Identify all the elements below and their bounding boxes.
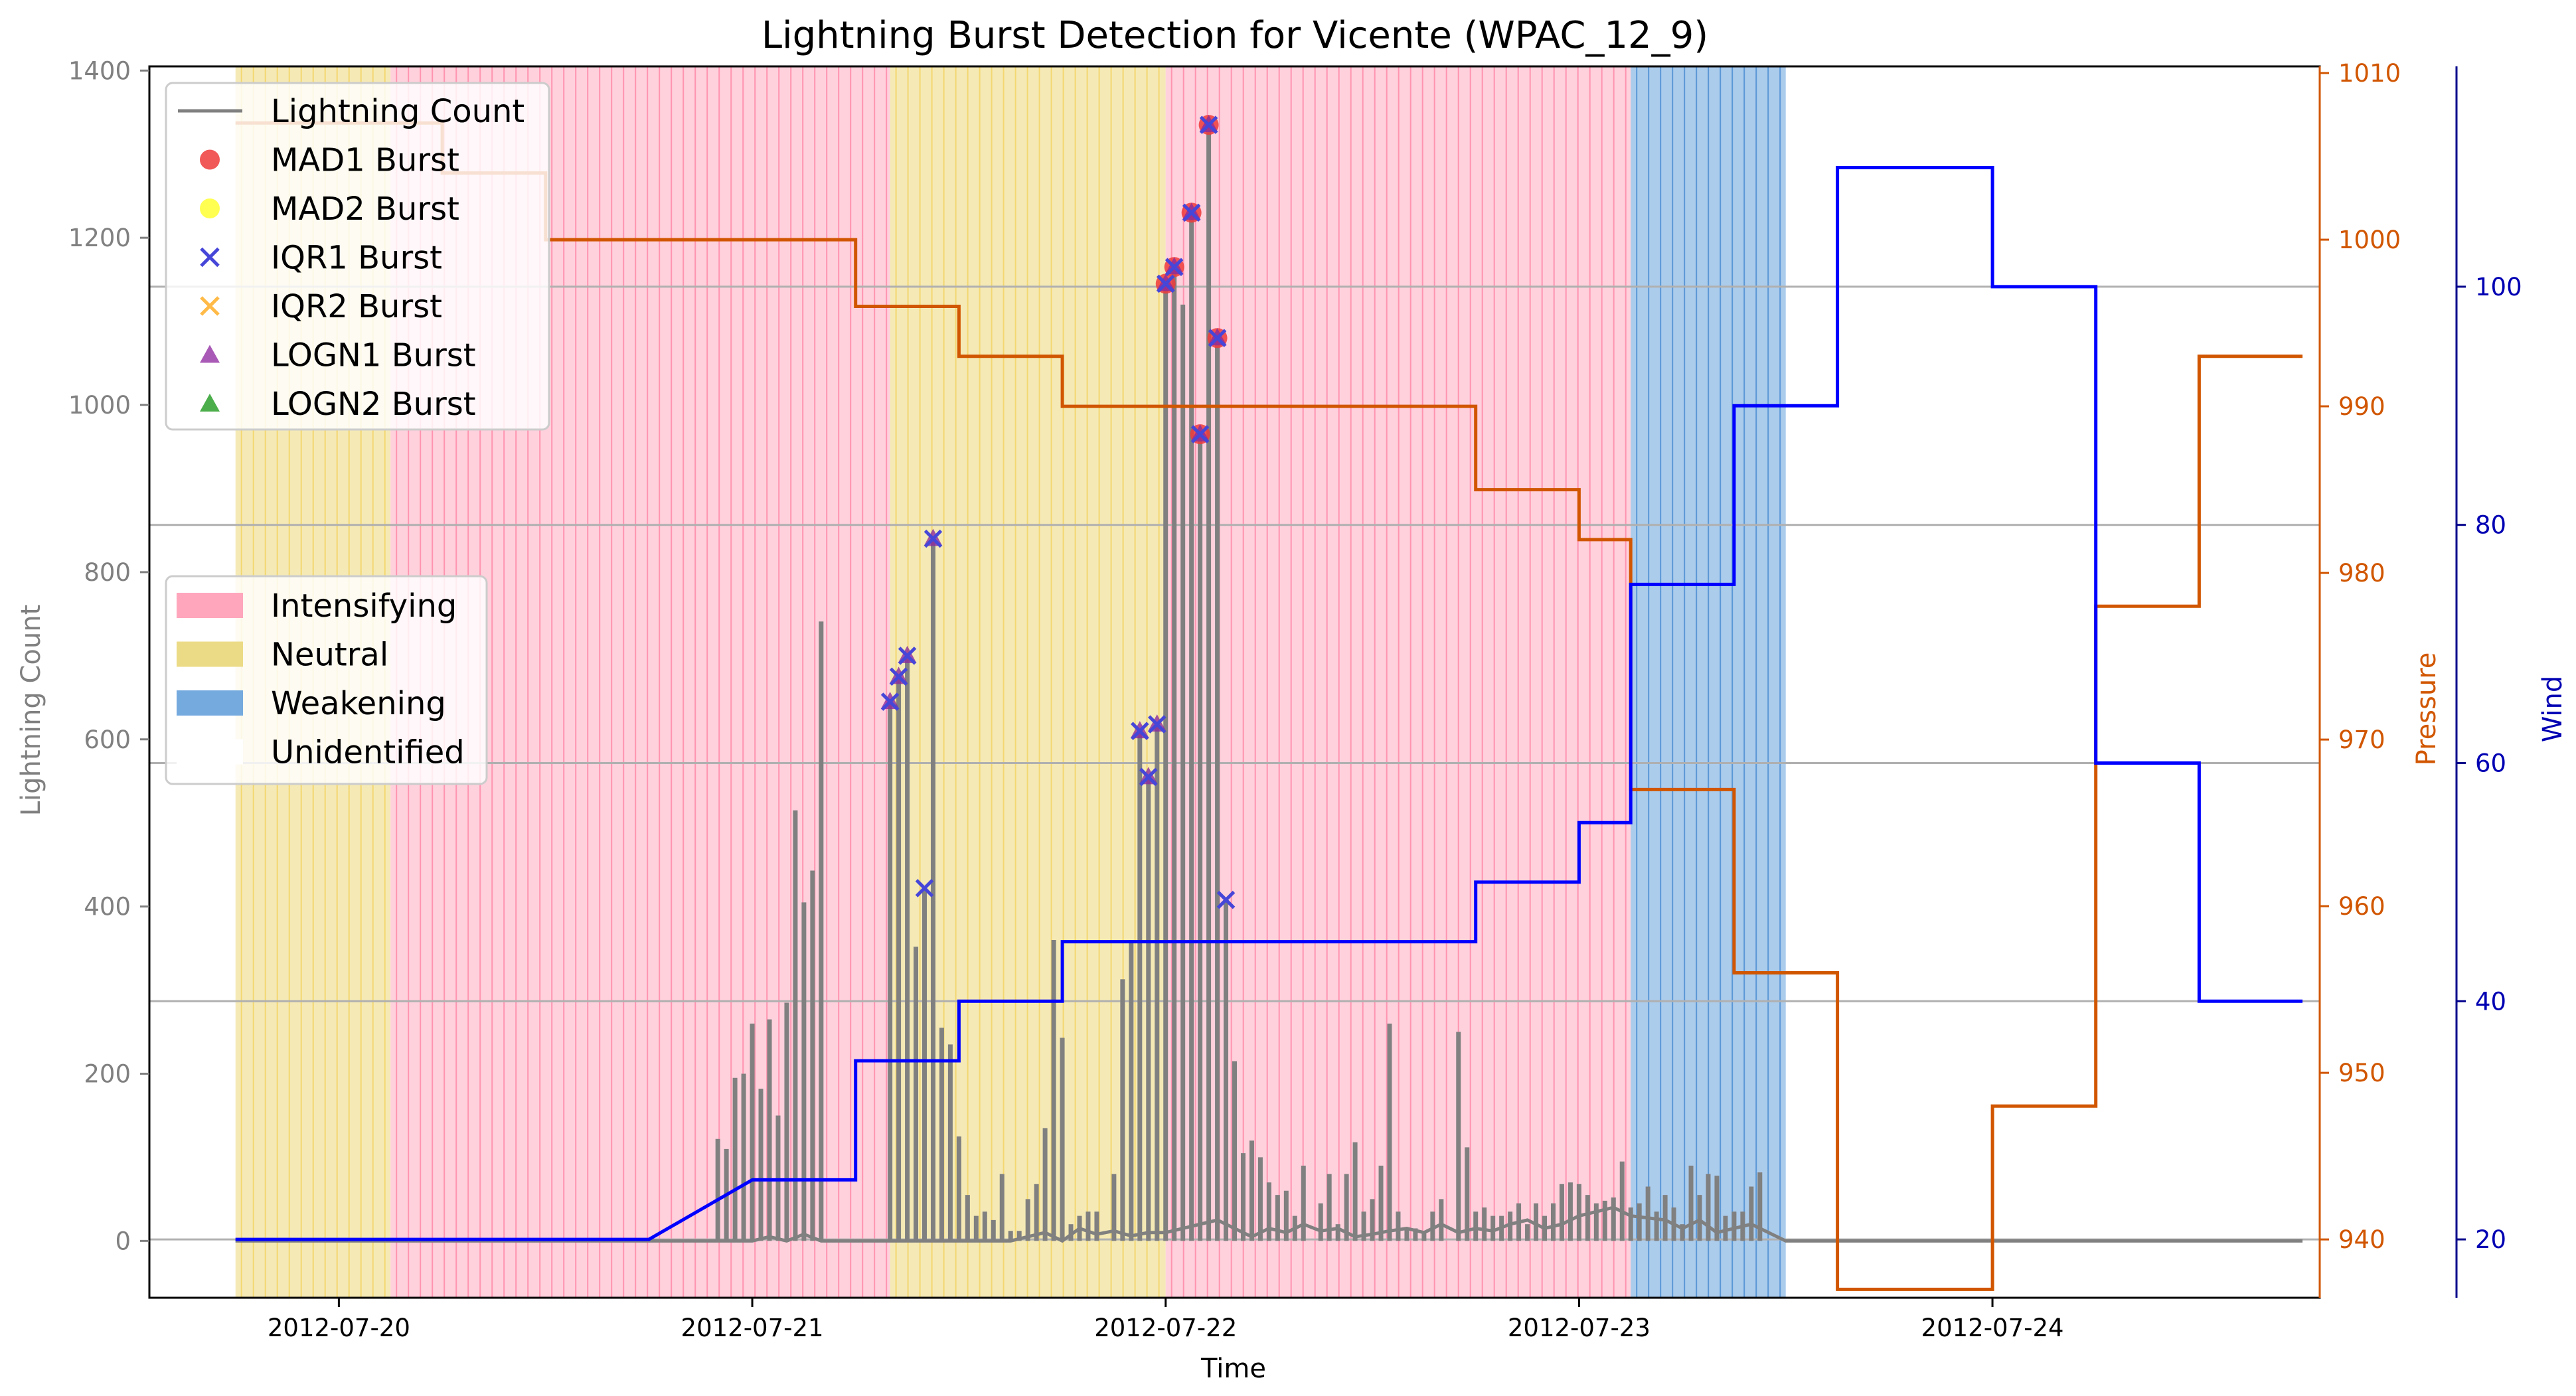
iqr1-burst-marker bbox=[924, 529, 943, 548]
iqr1-burst-marker bbox=[1208, 329, 1227, 348]
iqr1-burst-marker bbox=[1139, 767, 1158, 787]
legend-top-label: Lightning Count bbox=[271, 93, 524, 130]
wind-line bbox=[235, 166, 2303, 1241]
left-tick-label: 200 bbox=[84, 1059, 131, 1088]
legend-x-swatch bbox=[200, 296, 220, 316]
legend-triangle-swatch bbox=[200, 345, 220, 363]
left-tick-label: 800 bbox=[84, 558, 131, 587]
band-hatch-weakening bbox=[1636, 66, 1781, 1298]
legend-top-label: MAD2 Burst bbox=[271, 191, 459, 228]
legend-bands: Intensifying Neutral Weakening Unidentified bbox=[165, 575, 488, 785]
legend-band-swatch bbox=[177, 593, 243, 618]
pressure-tick-label: 1010 bbox=[2338, 59, 2401, 88]
x-tick-label: 2012-07-21 bbox=[681, 1314, 824, 1342]
iqr1-burst-marker bbox=[1147, 715, 1167, 734]
y-axis-label-wind: Wind bbox=[2537, 676, 2568, 743]
pressure-tick-label: 990 bbox=[2338, 392, 2385, 421]
iqr1-burst-marker bbox=[915, 879, 934, 897]
burst-markers bbox=[880, 115, 1236, 909]
wind-series bbox=[235, 166, 2303, 1241]
legend-band-swatch bbox=[177, 641, 243, 667]
iqr1-burst-marker bbox=[1156, 274, 1175, 293]
legend-top-frame bbox=[165, 82, 550, 431]
pressure-tick-label: 960 bbox=[2338, 892, 2385, 921]
iqr1-burst-marker bbox=[1165, 258, 1184, 277]
x-tick-label: 2012-07-24 bbox=[1921, 1314, 2064, 1342]
iqr1-burst-marker bbox=[889, 667, 908, 686]
y-axis-label-pressure: Pressure bbox=[2411, 653, 2442, 766]
iqr1-burst-marker bbox=[880, 692, 900, 711]
left-tick-label: 400 bbox=[84, 893, 131, 921]
lightning-series bbox=[235, 125, 2303, 1243]
left-tick-label: 1400 bbox=[68, 56, 131, 85]
iqr1-burst-marker bbox=[1190, 425, 1210, 443]
iqr1-burst-marker bbox=[1182, 203, 1201, 222]
axes bbox=[140, 65, 2466, 1307]
pressure-tick-label: 980 bbox=[2338, 559, 2385, 587]
chart-title: Lightning Burst Detection for Vicente (W… bbox=[762, 14, 1708, 57]
wind-tick-label: 20 bbox=[2475, 1225, 2506, 1254]
iqr1-burst-marker bbox=[1216, 890, 1236, 909]
x-tick-label: 2012-07-20 bbox=[268, 1314, 410, 1342]
legend-band-swatch bbox=[177, 690, 243, 716]
pressure-tick-label: 1000 bbox=[2338, 226, 2401, 254]
iqr1-burst-marker bbox=[1199, 116, 1218, 134]
legend-bands-frame bbox=[165, 575, 488, 785]
legend-circle-swatch bbox=[200, 149, 220, 170]
wind-tick-label: 40 bbox=[2475, 987, 2506, 1016]
pressure-line bbox=[235, 121, 2303, 1291]
legend-top-label: IQR2 Burst bbox=[271, 288, 442, 325]
plot-backgrounds bbox=[235, 66, 1786, 1298]
x-axis-label: Time bbox=[1200, 1354, 1266, 1384]
iqr1-burst-marker bbox=[898, 647, 917, 665]
legend-x-swatch bbox=[200, 247, 220, 268]
wind-tick-label: 100 bbox=[2475, 273, 2522, 301]
legend-band-swatch bbox=[177, 739, 243, 765]
x-tick-label: 2012-07-23 bbox=[1508, 1314, 1650, 1342]
legend-band-label: Unidentified bbox=[271, 734, 465, 771]
iqr1-burst-marker bbox=[1131, 722, 1149, 740]
pressure-tick-label: 950 bbox=[2338, 1059, 2385, 1087]
legend-top-label: IQR1 Burst bbox=[271, 240, 442, 277]
pressure-tick-label: 970 bbox=[2338, 726, 2385, 754]
legend-band-label: Intensifying bbox=[271, 587, 457, 625]
legend-top: Lightning Count MAD1 Burst MAD2 Burst IQR1 … bbox=[165, 82, 550, 431]
legend-top-label: LOGN2 Burst bbox=[271, 386, 476, 423]
y-axis-label-left: Lightning Count bbox=[16, 605, 46, 816]
legend-band-label: Weakening bbox=[271, 685, 446, 722]
wind-tick-label: 80 bbox=[2475, 511, 2506, 540]
left-tick-label: 600 bbox=[84, 726, 131, 754]
legend-top-label: MAD1 Burst bbox=[271, 142, 459, 179]
x-tick-label: 2012-07-22 bbox=[1094, 1314, 1237, 1342]
legend-top-label: LOGN1 Burst bbox=[271, 337, 476, 374]
left-tick-label: 1200 bbox=[68, 224, 131, 252]
pressure-series bbox=[235, 121, 2303, 1291]
left-tick-label: 1000 bbox=[68, 391, 131, 420]
left-tick-label: 0 bbox=[115, 1227, 131, 1255]
legend-circle-swatch bbox=[200, 198, 220, 218]
legend-triangle-swatch bbox=[200, 394, 220, 412]
wind-tick-label: 60 bbox=[2475, 749, 2506, 777]
legend-band-label: Neutral bbox=[271, 637, 388, 674]
tick-labels: 2012-07-20 2012-07-21 2012-07-22 2012-07-23… bbox=[68, 56, 2522, 1342]
pressure-tick-label: 940 bbox=[2338, 1225, 2385, 1254]
